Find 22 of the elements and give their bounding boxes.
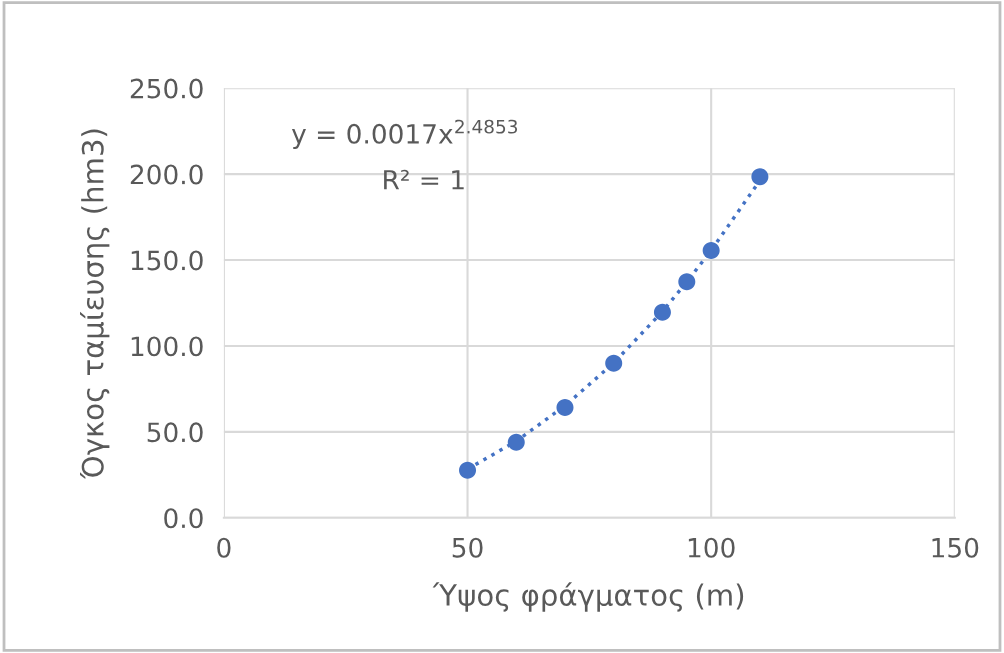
point (653, 303, 671, 321)
y-tick-label: 200.0 (130, 164, 203, 185)
x-tick-label: 100 (688, 537, 735, 558)
y-tick-label: 150.0 (131, 250, 203, 271)
annotation: R² = 1 (384, 169, 464, 190)
point (507, 433, 525, 451)
point (605, 354, 623, 372)
y-axis-title: Όγκος ταμίευσης (hm3) (80, 129, 110, 480)
y-tick-label: 250.0 (130, 78, 203, 99)
y-tick-label: 0.0 (164, 508, 203, 529)
point (556, 398, 574, 416)
y-tick-label: 100.0 (131, 336, 203, 357)
x-tick-label: 50 (452, 537, 483, 558)
x-axis-title: Ύψος φράγματος (m) (432, 582, 744, 612)
point (751, 168, 769, 186)
point (702, 241, 720, 259)
x-tick-label: 0 (217, 537, 231, 558)
point (459, 461, 477, 479)
x-tick-label: 150 (932, 537, 979, 558)
y-tick-label: 50.0 (147, 422, 203, 443)
annotation: y = 0.0017x$^{2.4853}$ (291, 119, 518, 149)
point (678, 273, 696, 291)
